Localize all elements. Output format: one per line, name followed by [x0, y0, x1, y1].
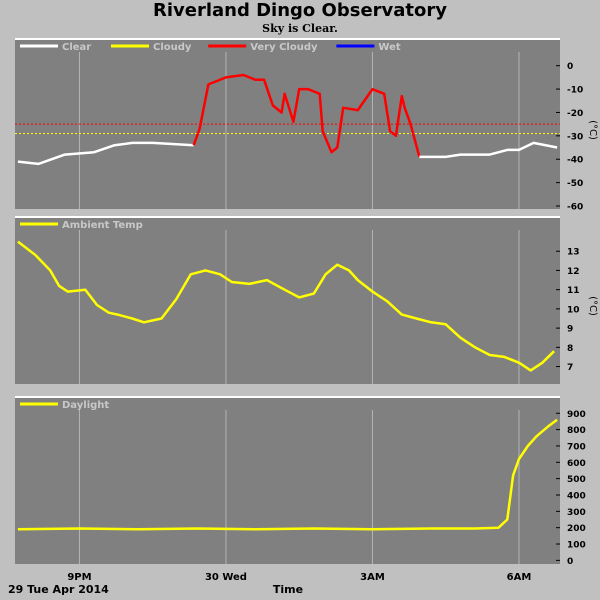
x-tick-label: 9PM [67, 572, 91, 583]
daylight-panel: 900 800 700 600 500 400 300 200 100 0 Daylight [15, 396, 586, 567]
y-tick-label: 100 [567, 541, 586, 551]
panel-background [15, 396, 560, 564]
y-tick-label: 13 [567, 248, 580, 258]
legend-entry: Daylight [62, 400, 109, 411]
y-tick-label: 200 [567, 524, 586, 534]
sky-series-line [192, 73, 421, 158]
y-tick-label: 700 [567, 442, 586, 452]
daylight-series-line [17, 418, 558, 531]
legend-entry: Cloudy [153, 42, 192, 53]
time-axis-label: Time [272, 583, 304, 596]
y-tick-label: 9 [567, 325, 573, 335]
y-tick-label: -10 [567, 86, 583, 96]
legend-entry: Clear [62, 42, 91, 53]
y-tick-label: 800 [567, 426, 586, 436]
y-tick-label: 600 [567, 459, 586, 469]
y-tick-label: -20 [567, 109, 583, 119]
y-tick-label: -50 [567, 179, 583, 189]
y-tick-label: 10 [567, 305, 580, 315]
x-tick-label: 6AM [507, 572, 532, 583]
y-tick-label: -60 [567, 203, 583, 213]
y-tick-label: 300 [567, 508, 586, 518]
legend-entry: Very Cloudy [250, 42, 318, 53]
sky-series-line [17, 141, 194, 166]
y-tick-label: 400 [567, 491, 586, 501]
y-tick-label: 900 [567, 410, 586, 420]
sky-temp-panel: 0 -10 -20 -30 -40 -50 -60 (°C) Clear Cloudy Very C… [15, 38, 598, 213]
y-tick-label: -30 [567, 132, 583, 142]
sky-series-line [419, 141, 558, 159]
panel-background [15, 38, 560, 209]
panel-background [15, 216, 560, 384]
y-tick-label: 0 [567, 557, 573, 567]
legend-entry: Ambient Temp [62, 220, 143, 231]
y-tick-label: 7 [567, 363, 573, 373]
y-tick-label: -40 [567, 156, 583, 166]
date-label: 29 Tue Apr 2014 [8, 583, 109, 596]
y-tick-label: 12 [567, 267, 580, 277]
time-axis: 9PM 30 Wed 3AM 6AM [67, 572, 531, 583]
y-axis-label: (°C) [587, 120, 598, 140]
legend-entry: Wet [378, 42, 400, 53]
x-tick-label: 3AM [360, 572, 385, 583]
x-tick-label: 30 Wed [205, 572, 247, 583]
ambient-temp-panel: 13 12 11 10 9 8 7 (°C) Ambient Temp [15, 216, 598, 384]
ambient-series-line [17, 240, 555, 372]
y-tick-label: 11 [567, 286, 580, 296]
y-tick-label: 500 [567, 475, 586, 485]
y-tick-label: 8 [567, 344, 573, 354]
y-axis-label: (°C) [587, 296, 598, 316]
page-subtitle: Sky is Clear. [262, 22, 338, 35]
y-tick-label: 0 [567, 62, 573, 72]
page-title: Riverland Dingo Observatory [152, 0, 448, 21]
